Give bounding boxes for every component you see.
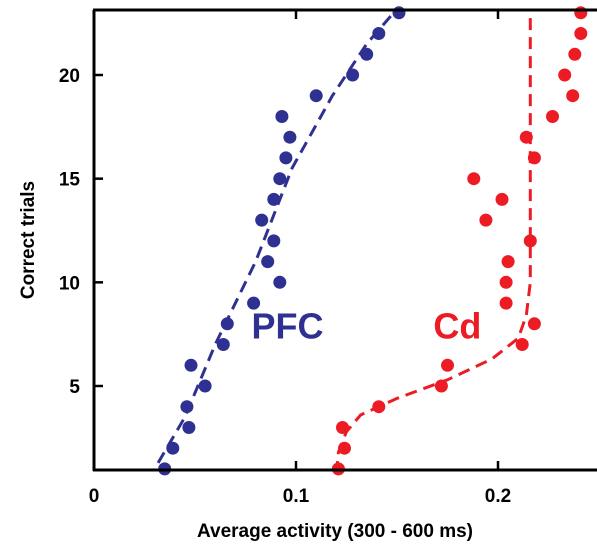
cd-data-point bbox=[523, 234, 537, 248]
x-tick-label: 0.2 bbox=[485, 486, 511, 507]
cd-data-point bbox=[546, 110, 559, 123]
pfc-data-point bbox=[216, 338, 230, 351]
cd-data-point bbox=[527, 151, 541, 165]
cd-fit-line bbox=[335, 10, 532, 470]
cd-data-point bbox=[558, 68, 572, 82]
cd-data-point bbox=[479, 213, 493, 227]
pfc-data-point bbox=[182, 421, 196, 434]
pfc-data-point bbox=[255, 213, 269, 227]
cd-data-point bbox=[519, 130, 533, 144]
pfc-data-point bbox=[273, 275, 287, 289]
pfc-data-point bbox=[184, 358, 198, 372]
x-tick-label: 0.1 bbox=[283, 486, 310, 507]
cd-data-point bbox=[372, 400, 386, 414]
pfc-data-point bbox=[360, 47, 374, 61]
pfc-data-point bbox=[220, 317, 234, 331]
pfc-data-point bbox=[267, 192, 281, 206]
pfc-data-point bbox=[166, 441, 180, 455]
pfc-data-point bbox=[275, 110, 289, 123]
cd-data-point bbox=[441, 358, 454, 372]
y-tick-label: 15 bbox=[59, 170, 81, 191]
cd-data-point bbox=[467, 172, 481, 186]
pfc-data-point bbox=[198, 379, 212, 393]
pfc-data-point bbox=[273, 172, 287, 186]
cd-data-point bbox=[568, 47, 582, 61]
pfc-data-point bbox=[267, 234, 281, 248]
cd-data-point bbox=[566, 89, 580, 103]
pfc-data-point bbox=[261, 255, 275, 269]
cd-data-point bbox=[574, 6, 588, 20]
cd-data-point bbox=[434, 379, 448, 393]
cd-data-point bbox=[574, 27, 588, 40]
pfc-data-point bbox=[247, 296, 261, 310]
cd-data-point bbox=[495, 192, 509, 206]
cd-data-point bbox=[336, 421, 349, 434]
cd-data-point bbox=[499, 275, 513, 289]
pfc-data-point bbox=[309, 89, 323, 103]
pfc-data-point bbox=[392, 6, 406, 20]
pfc-data-point bbox=[180, 400, 194, 414]
cd-annotation-label: Cd bbox=[433, 305, 481, 346]
cd-data-point bbox=[515, 338, 529, 351]
cd-data-point bbox=[527, 317, 541, 331]
pfc-data-point bbox=[346, 68, 360, 82]
x-tick-label: 0 bbox=[89, 486, 100, 507]
x-axis-label: Average activity (300 - 600 ms) bbox=[197, 521, 473, 542]
pfc-annotation-label: PFC bbox=[252, 305, 324, 346]
cd-data-point bbox=[501, 255, 515, 269]
cd-data-point bbox=[338, 441, 351, 455]
y-tick-label: 20 bbox=[59, 66, 80, 87]
y-tick-label: 10 bbox=[59, 273, 80, 294]
y-axis-label: Correct trials bbox=[18, 181, 39, 299]
cd-data-point bbox=[499, 296, 513, 310]
y-tick-label: 5 bbox=[69, 377, 80, 398]
pfc-data-point bbox=[283, 130, 297, 144]
pfc-data-point bbox=[279, 151, 293, 165]
pfc-data-point bbox=[372, 27, 386, 40]
